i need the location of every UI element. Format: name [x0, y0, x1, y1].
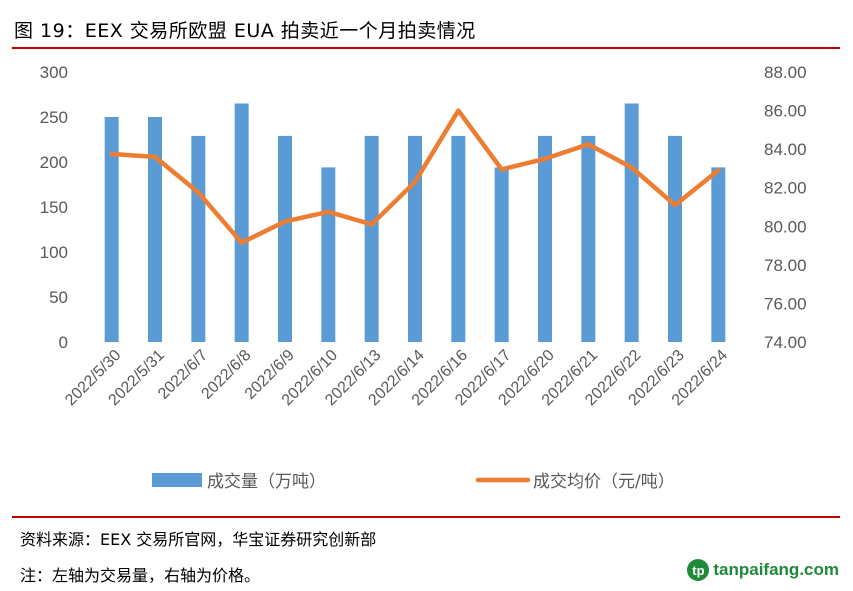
legend-price-label: 成交均价（元/吨） [533, 472, 675, 492]
right-tick-label: 74.00 [764, 333, 807, 352]
legend-volume-label: 成交量（万吨） [207, 472, 326, 492]
right-axis: 74.00 76.00 78.00 80.00 82.00 84.00 86.00 88.00 [764, 63, 807, 352]
volume-bar [148, 117, 162, 342]
axis-note: 注：左轴为交易量，右轴为价格。 [20, 566, 261, 585]
x-axis-labels: 2022/5/302022/5/312022/6/72022/6/82022/6… [62, 347, 731, 409]
volume-bars [104, 103, 726, 342]
volume-bar [668, 135, 682, 342]
left-tick-label: 250 [40, 108, 68, 127]
bottom-rule [12, 516, 840, 518]
volume-bar [321, 167, 336, 342]
figure-title: 图 19：EEX 交易所欧盟 EUA 拍卖近一个月拍卖情况 [14, 20, 476, 42]
volume-bar [451, 135, 466, 342]
logo-icon: tp [687, 559, 710, 581]
price-line [109, 108, 721, 245]
volume-bar [711, 167, 726, 342]
top-rule [12, 47, 840, 49]
left-tick-label: 150 [40, 198, 68, 217]
left-axis: 0 50 100 150 200 250 300 [40, 63, 68, 352]
right-tick-label: 76.00 [764, 294, 807, 313]
volume-bar [624, 103, 639, 342]
left-tick-label: 100 [40, 243, 68, 262]
legend-volume-swatch [152, 473, 202, 487]
source-note: 资料来源：EEX 交易所官网，华宝证券研究创新部 [20, 530, 377, 549]
volume-bar [234, 103, 249, 342]
logo-text: tanpaifang.com [713, 560, 839, 579]
right-tick-label: 78.00 [764, 256, 807, 275]
chart-area: 0 50 100 150 200 250 300 74.00 76.00 78.00 80.00 8… [40, 63, 807, 492]
volume-bar [538, 135, 552, 342]
volume-bar [104, 117, 119, 342]
volume-bar [191, 135, 206, 342]
right-tick-label: 82.00 [764, 179, 807, 198]
volume-bar [364, 135, 379, 342]
volume-bar [278, 135, 292, 342]
right-tick-label: 80.00 [764, 217, 807, 236]
legend: 成交量（万吨） 成交均价（元/吨） [152, 472, 675, 492]
right-tick-label: 86.00 [764, 102, 807, 121]
watermark-logo: tp tanpaifang.com [687, 559, 839, 581]
volume-bar [581, 135, 596, 342]
left-tick-label: 0 [59, 333, 68, 352]
right-tick-label: 84.00 [764, 140, 807, 159]
right-tick-label: 88.00 [764, 63, 807, 82]
left-tick-label: 300 [40, 63, 68, 82]
left-tick-label: 50 [49, 288, 68, 307]
volume-bar [408, 135, 422, 342]
volume-bar [494, 167, 509, 342]
left-tick-label: 200 [40, 153, 68, 172]
